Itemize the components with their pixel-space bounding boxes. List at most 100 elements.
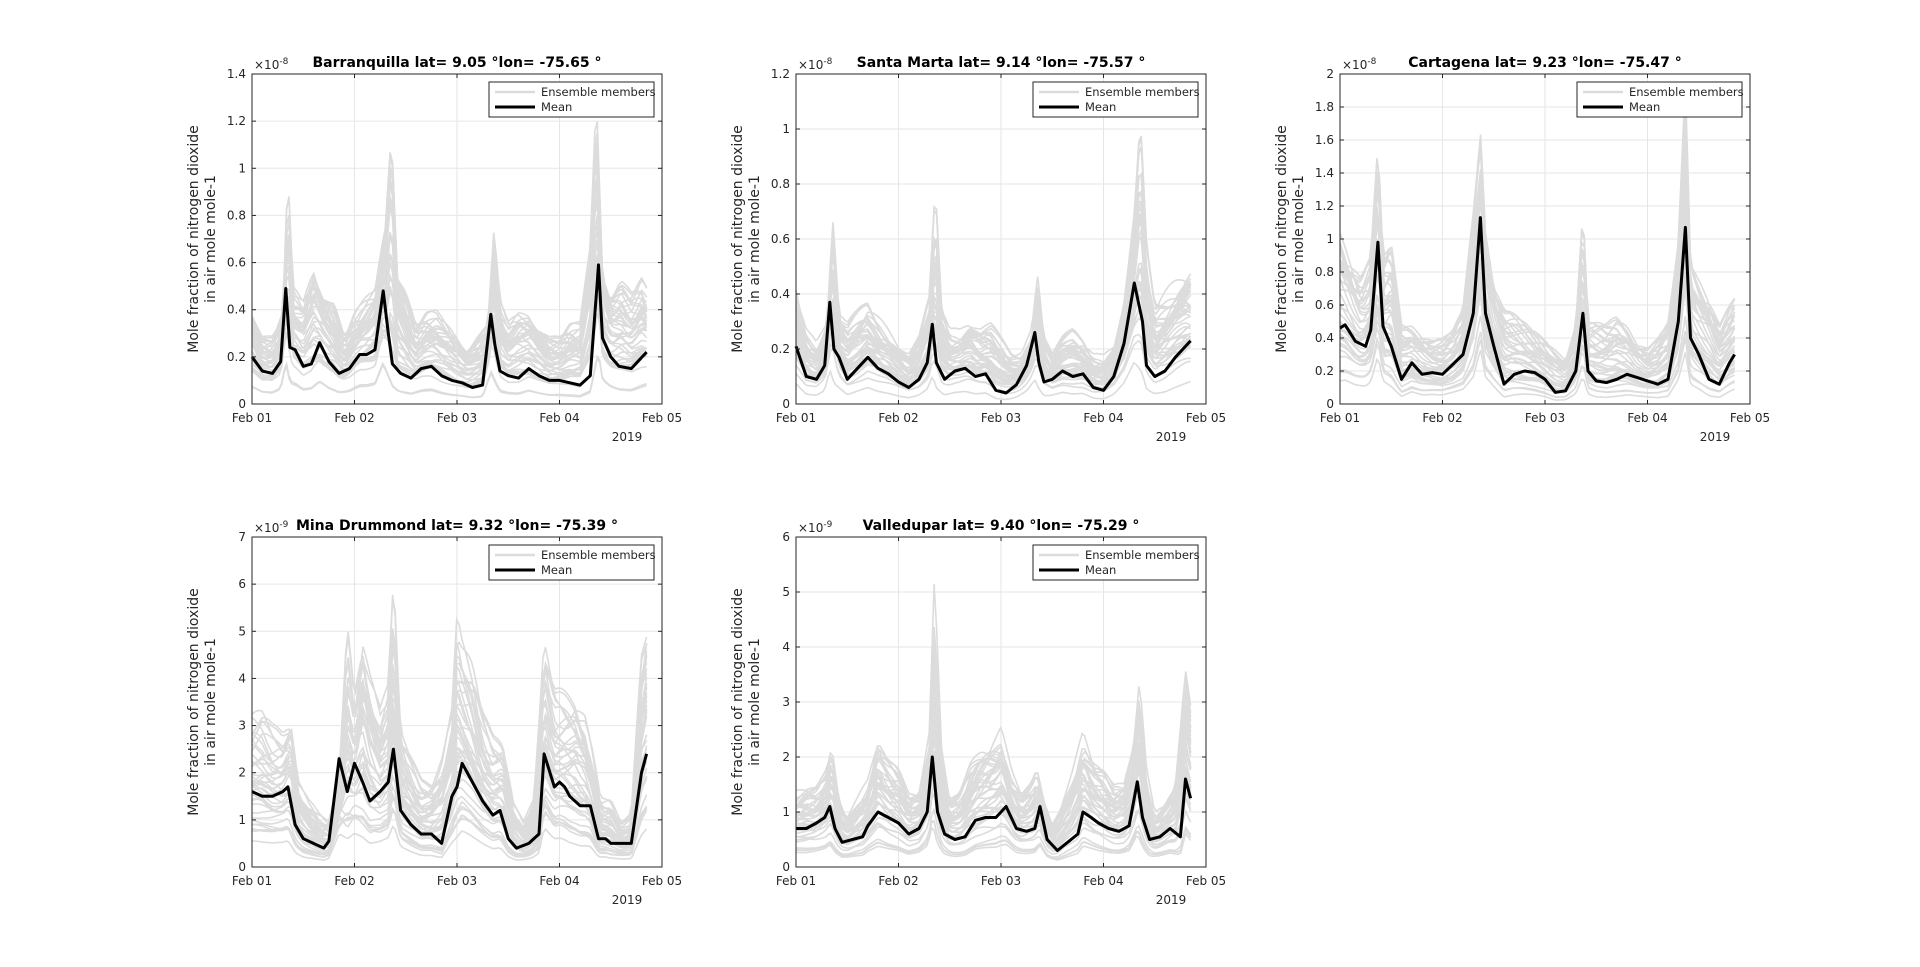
ensemble-member-line	[795, 135, 1192, 365]
y-tick-label: 0.2	[1315, 364, 1334, 378]
ensemble-member-line	[795, 718, 1192, 842]
ensemble-member-line	[795, 583, 1192, 833]
y-tick-label: 1.4	[1315, 166, 1334, 180]
x-tick-label: Feb 03	[1525, 411, 1565, 425]
x-tick-label: Feb 01	[1320, 411, 1360, 425]
ensemble-member-line	[251, 791, 648, 856]
y-tick-label: 0.4	[227, 303, 246, 317]
x-tick-label: Feb 03	[981, 411, 1021, 425]
legend-ensemble-label: Ensemble members	[1085, 85, 1200, 99]
x-tick-label: Feb 04	[539, 874, 579, 888]
y-tick-label: 0.4	[771, 287, 790, 301]
mean-series-line	[1339, 216, 1736, 394]
ensemble-member-line	[251, 776, 648, 854]
x-tick-label: Feb 05	[1186, 411, 1226, 425]
legend-box	[488, 544, 655, 581]
ensemble-member-line	[251, 796, 648, 857]
y-tick-label: 0	[782, 860, 790, 874]
legend-box	[1032, 544, 1199, 581]
y-axis-label: Mole fraction of nitrogen dioxidein air …	[730, 588, 763, 815]
legend-box	[1576, 81, 1743, 118]
legend-ensemble-label: Ensemble members	[541, 548, 656, 562]
legend-ensemble-label: Ensemble members	[1085, 548, 1200, 562]
x-tick-label: Feb 05	[1730, 411, 1770, 425]
ensemble-member-line	[251, 629, 648, 833]
legend-box	[488, 81, 655, 118]
x-year-label: 2019	[612, 430, 643, 444]
x-tick-label: Feb 02	[334, 874, 374, 888]
y-tick-label: 0.8	[1315, 265, 1334, 279]
x-tick-label: Feb 01	[232, 874, 272, 888]
y-tick-label: 0	[782, 397, 790, 411]
ensemble-member-line	[251, 197, 648, 360]
y-exponent-label: ×10-9	[254, 520, 289, 535]
y-tick-label: 0	[238, 860, 246, 874]
y-exponent-label: ×10-8	[254, 57, 289, 72]
x-tick-label: Feb 04	[539, 411, 579, 425]
ensemble-member-line	[251, 354, 647, 399]
ensemble-member-line	[1339, 242, 1735, 379]
y-tick-label: 1	[238, 813, 246, 827]
ensemble-member-line	[795, 201, 1192, 371]
x-tick-label: Feb 02	[878, 874, 918, 888]
y-tick-label: 1.2	[771, 67, 790, 81]
y-tick-label: 2	[1326, 67, 1334, 81]
y-tick-label: 0.4	[1315, 331, 1334, 345]
y-tick-label: 1.2	[227, 114, 246, 128]
y-tick-label: 1.2	[1315, 199, 1334, 213]
mean-series-line	[796, 755, 1193, 852]
ensemble-member-line	[251, 257, 647, 376]
subplot-5: Feb 01 Feb 02 Feb 03 Feb 04 Feb 05 2019 0 1 2 3 4 5…	[730, 518, 1226, 907]
y-tick-label: 2	[238, 766, 246, 780]
ensemble-members-series	[795, 583, 1192, 861]
mean-series-line	[794, 281, 1192, 395]
ensemble-member-line	[795, 781, 1192, 855]
y-tick-label: 1	[1326, 232, 1334, 246]
y-tick-label: 2	[782, 750, 790, 764]
y-tick-label: 3	[782, 695, 790, 709]
y-exponent-label: ×10-8	[798, 57, 833, 72]
subplot-1: Feb 01 Feb 02 Feb 03 Feb 04 Feb 05 2019 0 0.2 0.…	[186, 55, 682, 444]
legend-box	[1032, 81, 1199, 118]
y-axis-label: Mole fraction of nitrogen dioxidein air …	[186, 588, 219, 815]
y-tick-label: 1.6	[1315, 133, 1334, 147]
legend-mean-label: Mean	[1629, 100, 1660, 114]
y-axis-label: Mole fraction of nitrogen dioxidein air …	[1274, 125, 1307, 352]
subplot-title: Mina Drummond lat= 9.32 °lon= -75.39 °	[296, 518, 618, 534]
x-tick-label: Feb 05	[1186, 874, 1226, 888]
ensemble-member-line	[1339, 212, 1736, 384]
subplot-3: Feb 01 Feb 02 Feb 03 Feb 04 Feb 05 2019 0 0.2 0.…	[1274, 55, 1770, 444]
ensemble-member-line	[1339, 174, 1736, 369]
y-tick-label: 1	[238, 161, 246, 175]
y-axis-label: Mole fraction of nitrogen dioxidein air …	[730, 125, 763, 352]
subplot-2: Feb 01 Feb 02 Feb 03 Feb 04 Feb 05 2019 0 0.2 0.…	[730, 55, 1226, 444]
x-tick-label: Feb 05	[642, 411, 682, 425]
ensemble-member-line	[251, 675, 648, 840]
legend-mean-label: Mean	[1085, 100, 1116, 114]
legend-ensemble-label: Ensemble members	[541, 85, 656, 99]
legend-mean-label: Mean	[541, 563, 572, 577]
ensemble-member-line	[251, 761, 648, 851]
legend-mean-label: Mean	[1085, 563, 1116, 577]
x-tick-label: Feb 03	[981, 874, 1021, 888]
x-year-label: 2019	[1156, 893, 1187, 907]
y-tick-label: 5	[238, 624, 246, 638]
y-tick-label: 7	[238, 530, 246, 544]
subplot-title: Valledupar lat= 9.40 °lon= -75.29 °	[863, 518, 1140, 534]
subplot-title: Santa Marta lat= 9.14 °lon= -75.57 °	[857, 55, 1146, 71]
ensemble-member-line	[251, 594, 648, 829]
y-tick-label: 1.8	[1315, 100, 1334, 114]
ensemble-members-series	[251, 594, 648, 861]
y-tick-label: 1	[782, 122, 790, 136]
ensemble-member-line	[251, 228, 648, 367]
x-tick-label: Feb 01	[776, 874, 816, 888]
ensemble-member-line	[251, 825, 648, 861]
ensemble-member-line	[251, 706, 648, 843]
ensemble-member-line	[251, 241, 647, 376]
ensemble-member-line	[795, 674, 1192, 830]
ensemble-member-line	[795, 645, 1192, 841]
